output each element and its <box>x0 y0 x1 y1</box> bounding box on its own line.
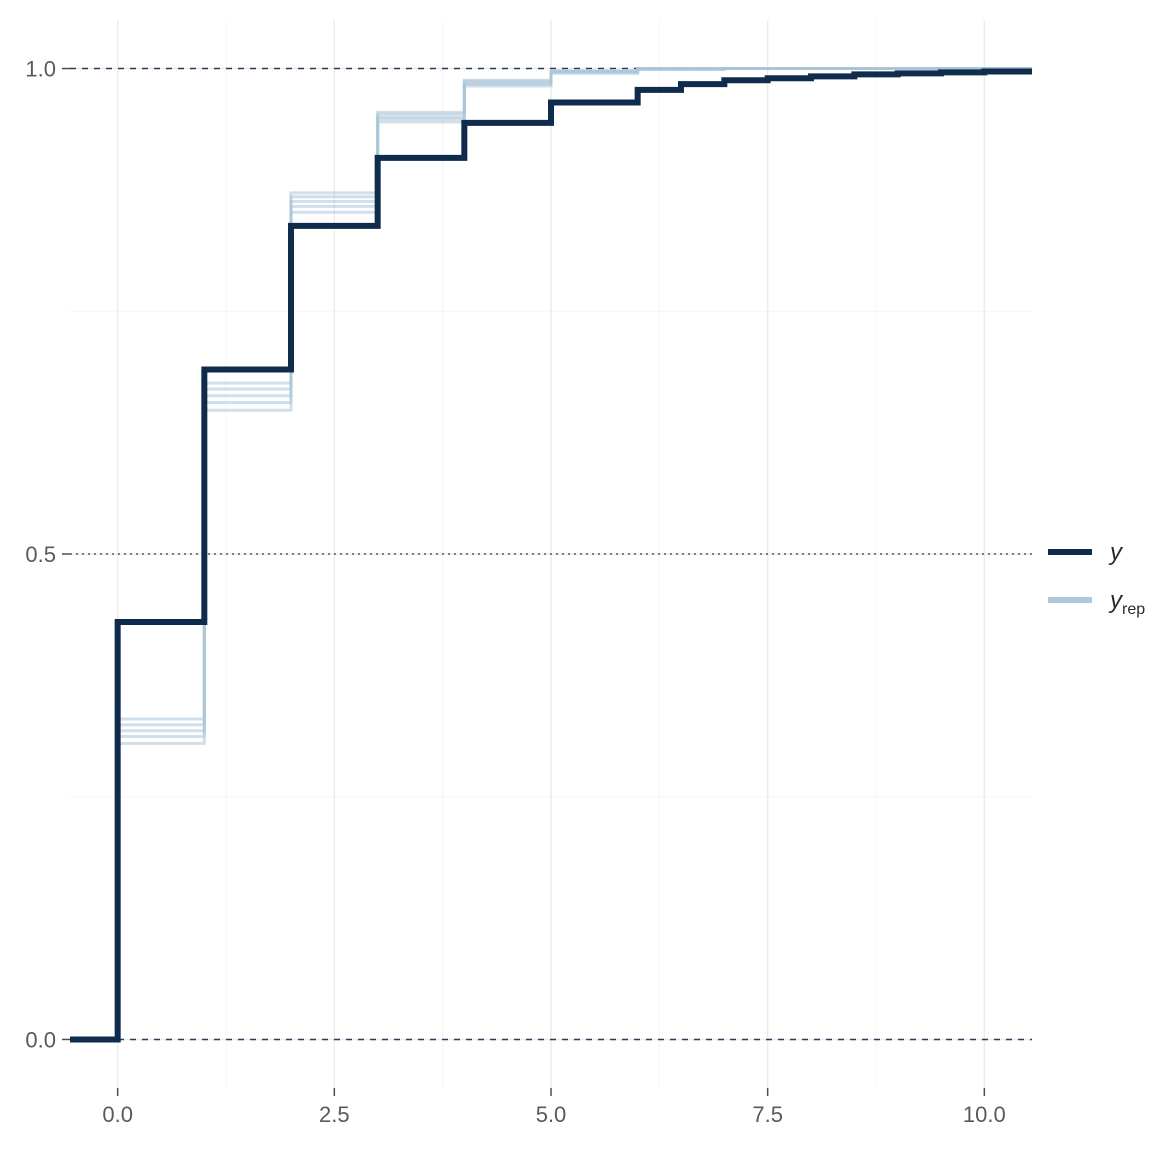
x-tick-label: 10.0 <box>963 1102 1006 1127</box>
x-tick-label: 2.5 <box>319 1102 350 1127</box>
y-tick-label: 0.5 <box>25 542 56 567</box>
y-tick-label: 1.0 <box>25 57 56 82</box>
chart-svg: 0.02.55.07.510.00.00.51.0yyrep <box>0 0 1152 1152</box>
x-tick-label: 7.5 <box>752 1102 783 1127</box>
ecdf-chart: 0.02.55.07.510.00.00.51.0yyrep <box>0 0 1152 1152</box>
y-tick-label: 0.0 <box>25 1027 56 1052</box>
x-tick-label: 5.0 <box>536 1102 567 1127</box>
x-tick-label: 0.0 <box>102 1102 133 1127</box>
legend-label-y: y <box>1108 539 1124 566</box>
